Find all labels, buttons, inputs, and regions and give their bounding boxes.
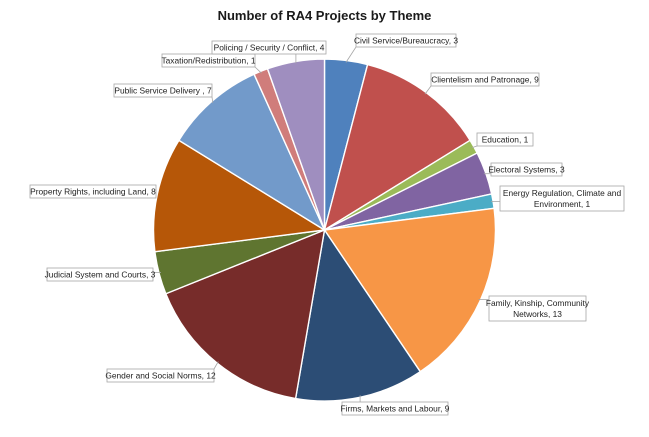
data-label-box [161,53,256,68]
data-label-3: Education, 1 [476,132,534,147]
data-label-box [476,132,534,147]
data-label-5: Energy Regulation, Climate andEnvironmen… [499,185,625,212]
data-label-text: Environment, 1 [534,199,591,209]
data-label-11: Public Service Delivery , 7 [113,83,213,98]
data-label-box [113,83,213,98]
data-label-box [46,267,154,282]
data-label-text: Judicial System and Courts, 3 [45,270,156,280]
leader-line-1 [345,46,357,63]
data-label-box [341,401,449,416]
pie-slice-11 [177,73,327,232]
chart-title: Number of RA4 Projects by Theme [218,8,432,23]
data-label-box [488,295,587,322]
data-label-text: Family, Kinship, Community [486,298,590,308]
leader-line-12 [254,66,262,74]
data-label-10: Property Rights, including Land, 8 [29,184,157,199]
data-label-1: Civil Service/Bureaucracy, 3 [354,33,458,48]
data-label-text: Networks, 13 [513,309,562,319]
pie-slices [152,58,497,402]
data-labels: Civil Service/Bureaucracy, 3 Clientelism … [29,33,625,416]
data-label-text: Electoral Systems, 3 [488,165,565,175]
leader-line-3 [471,145,478,148]
leader-line-11 [211,96,214,104]
data-label-text: Public Service Delivery , 7 [114,86,212,96]
data-label-text: Gender and Social Norms, 12 [105,371,216,381]
leader-line-8 [213,361,219,370]
data-label-8: Gender and Social Norms, 12 [105,368,216,383]
pie-slice-6 [323,207,497,373]
data-label-2: Clientelism and Patronage, 9 [430,72,540,87]
data-label-text: Policing / Security / Conflict, 4 [214,43,325,53]
data-label-box [355,33,457,48]
data-label-box [490,162,563,177]
data-label-text: Taxation/Redistribution, 1 [161,56,255,66]
label-leader-lines [153,46,500,402]
pie-slice-7 [294,228,422,402]
data-label-box [106,368,215,383]
data-label-12: Taxation/Redistribution, 1 [161,53,256,68]
data-label-text: Education, 1 [482,135,529,145]
data-label-box [211,40,327,55]
data-label-7: Firms, Markets and Labour, 9 [341,401,450,416]
data-label-13: Policing / Security / Conflict, 4 [211,40,327,55]
leader-line-2 [424,85,432,95]
data-label-text: Firms, Markets and Labour, 9 [341,404,450,414]
data-label-text: Property Rights, including Land, 8 [30,187,156,197]
data-label-box [499,185,625,212]
data-label-box [29,184,157,199]
pie-slice-10 [152,139,327,253]
data-label-9: Judicial System and Courts, 3 [45,267,156,282]
data-label-text: Energy Regulation, Climate and [503,188,622,198]
data-label-text: Civil Service/Bureaucracy, 3 [354,36,458,46]
data-label-box [430,72,540,87]
data-label-text: Clientelism and Patronage, 9 [431,75,539,85]
data-label-4: Electoral Systems, 3 [488,162,565,177]
